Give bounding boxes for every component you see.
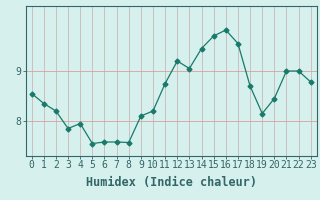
X-axis label: Humidex (Indice chaleur): Humidex (Indice chaleur) [86,176,257,189]
